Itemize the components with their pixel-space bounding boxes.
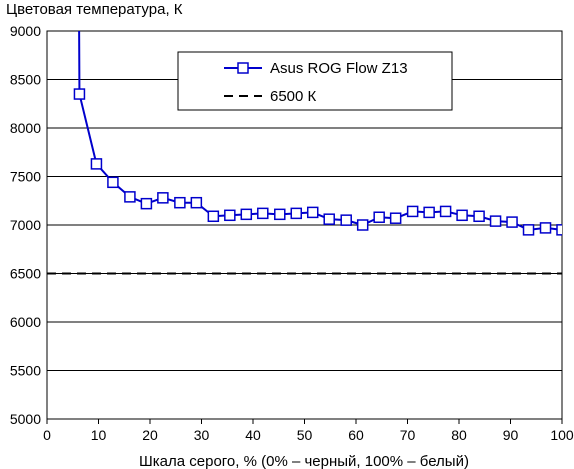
series-marker	[207, 210, 220, 223]
series-marker	[224, 209, 236, 222]
x-tick-label: 80	[451, 427, 467, 443]
y-tick-label: 5500	[10, 363, 41, 379]
x-axis-title: Шкала серого, % (0% – черный, 100% – бел…	[139, 453, 469, 469]
legend-box	[177, 51, 453, 111]
x-tick-label: 50	[297, 427, 313, 443]
series-marker	[406, 205, 419, 218]
series-marker	[174, 196, 186, 209]
series-marker	[274, 208, 286, 221]
x-tick-label: 60	[348, 427, 364, 443]
legend-reference-label: 6500 К	[270, 88, 317, 105]
x-tick-labels: 0 10 20 30 40 50 60 70 80 90 100	[43, 427, 574, 443]
series-marker	[140, 197, 153, 210]
x-tick-label: 70	[400, 427, 416, 443]
series-layer	[47, 31, 562, 275]
series-marker	[107, 176, 119, 189]
series-marker	[473, 210, 485, 223]
y-tick-label: 8500	[10, 72, 41, 88]
legend-series-marker	[237, 62, 249, 74]
series-marker	[489, 215, 502, 227]
series-marker	[423, 206, 435, 219]
y-tick-labels: 5000 5500 6000 6500 7000 7500 8000 8500 9000	[10, 23, 41, 427]
y-tick-label: 7000	[10, 217, 41, 233]
y-tick-label: 6500	[10, 266, 41, 282]
legend: Asus ROG Flow Z13 6500 К	[177, 51, 453, 111]
series-marker	[306, 206, 319, 219]
series-marker	[373, 211, 385, 223]
series-marker	[190, 196, 203, 209]
series-marker	[73, 88, 86, 100]
y-tick-label: 6000	[10, 314, 41, 330]
series-marker	[323, 213, 335, 225]
x-ticks	[46, 419, 563, 424]
y-tick-label: 8000	[10, 120, 41, 136]
series-marker	[506, 216, 518, 228]
series-marker	[240, 208, 253, 221]
series-marker	[290, 207, 303, 220]
series-marker	[522, 224, 535, 236]
series-marker	[340, 214, 352, 226]
x-tick-label: 40	[245, 427, 261, 443]
x-tick-label: 10	[91, 427, 107, 443]
series-marker	[439, 205, 452, 218]
series-marker	[90, 158, 103, 170]
series-marker	[356, 219, 369, 231]
x-tick-label: 90	[503, 427, 519, 443]
y-axis-title: Цветовая температура, К	[6, 1, 183, 18]
series-line-asus-rog-flow-z13	[78, 31, 562, 231]
series-marker	[539, 222, 552, 234]
x-tick-label: 30	[194, 427, 210, 443]
series-marker	[257, 207, 269, 220]
legend-series-label: Asus ROG Flow Z13	[270, 60, 408, 77]
x-tick-label: 100	[550, 427, 574, 443]
y-tick-label: 5000	[10, 411, 41, 427]
series-marker	[456, 209, 468, 222]
series-marker	[124, 191, 136, 203]
series-marker	[389, 212, 402, 224]
series-marker	[157, 192, 169, 204]
y-tick-label: 9000	[10, 23, 41, 39]
x-tick-label: 20	[142, 427, 158, 443]
series-marker	[556, 224, 562, 236]
y-tick-label: 7500	[10, 169, 41, 185]
x-tick-label: 0	[43, 427, 51, 443]
